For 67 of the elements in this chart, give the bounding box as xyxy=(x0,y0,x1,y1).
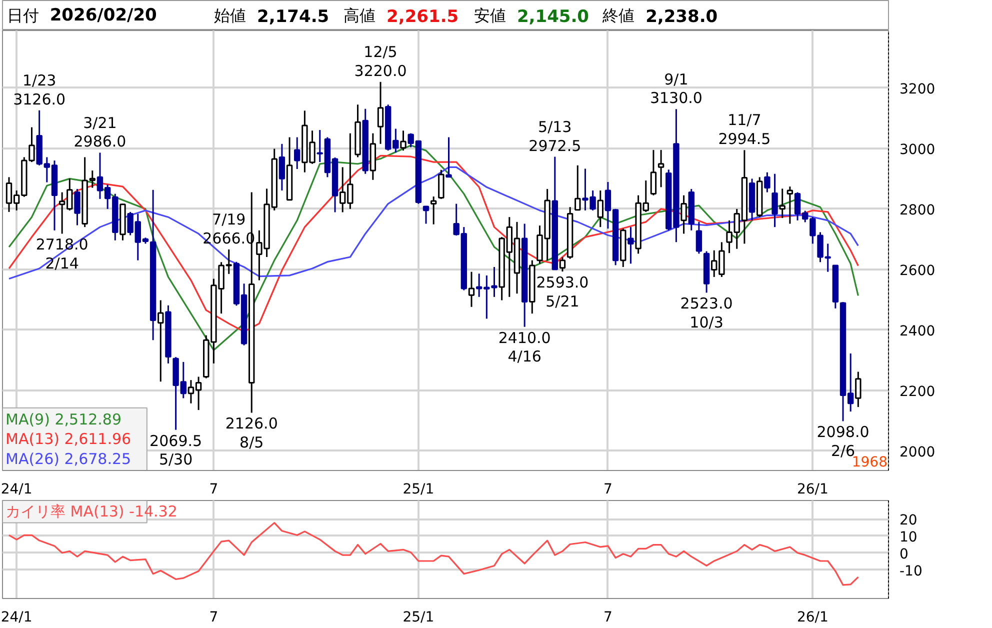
text: MA(9) 2,512.89 xyxy=(6,410,122,429)
text: 日付 2026/02/20 xyxy=(6,6,158,26)
candlestick xyxy=(158,299,164,382)
candlestick xyxy=(468,271,475,308)
text: MA(13) 2,611.96 xyxy=(6,430,132,448)
candlestick xyxy=(786,186,794,224)
y-tick-label: 20 xyxy=(900,512,918,529)
text: 安値 2,145.0 xyxy=(474,6,590,27)
candlestick xyxy=(597,190,604,228)
annotation: 1/23 3126.0 xyxy=(13,71,66,108)
x-tick-label: 24/1 xyxy=(0,482,32,498)
candlestick xyxy=(696,221,702,254)
x-tick-label: 7 xyxy=(209,610,218,626)
candlestick xyxy=(574,164,581,212)
candlestick xyxy=(628,226,634,264)
candlestick xyxy=(422,205,430,224)
candlestick xyxy=(559,256,566,272)
y-tick-label: 2400 xyxy=(900,323,936,340)
annotation: 2523.0 10/3 xyxy=(680,294,733,332)
y-tick-label: 2200 xyxy=(900,384,936,400)
candlestick xyxy=(278,143,286,192)
annotation: 2126.0 8/5 xyxy=(225,414,278,452)
candlestick xyxy=(294,136,300,170)
text: 終値 2,238.0 xyxy=(602,6,718,27)
candlestick xyxy=(855,371,862,408)
y-tick-label: 2600 xyxy=(900,262,936,279)
y-tick-label: 2000 xyxy=(900,444,936,460)
annotation: 12/5 3220.0 xyxy=(354,43,407,80)
series-label: カイリ率 MA(13) -14.32 xyxy=(6,502,178,521)
candlestick xyxy=(89,170,96,188)
y-tick-label: 0 xyxy=(900,546,908,562)
annotation: 2410.0 4/16 xyxy=(498,328,551,366)
candlestick xyxy=(779,188,786,219)
candlestick xyxy=(438,169,444,200)
text: 高値 2,261.5 xyxy=(344,6,459,27)
text: MA(26) 2,678.25 xyxy=(6,450,132,468)
candlestick xyxy=(400,130,406,152)
annotation: 2069.5 5/30 xyxy=(150,432,202,469)
annotation: 11/7 2994.5 xyxy=(718,111,771,148)
candlestick xyxy=(430,196,437,226)
x-tick-label: 7 xyxy=(209,482,218,498)
x-tick-label: 7 xyxy=(604,610,612,626)
text: 始値 2,174.5 xyxy=(214,6,330,27)
y-tick-label: -10 xyxy=(900,563,922,580)
annotation: 3/21 2986.0 xyxy=(74,114,126,151)
x-tick-label: 26/1 xyxy=(796,482,828,498)
candlestick xyxy=(650,149,657,196)
candlestick xyxy=(658,149,664,188)
annotation: 9/1 3130.0 xyxy=(650,70,702,108)
candlestick xyxy=(377,81,384,145)
y-tick-label: 3200 xyxy=(900,81,936,98)
y-tick-label: 10 xyxy=(900,529,918,546)
candlestick xyxy=(772,173,778,228)
y-tick-label: 3000 xyxy=(900,142,936,158)
candlestick xyxy=(74,188,80,226)
candlestick xyxy=(446,136,452,178)
x-tick-label: 26/1 xyxy=(796,610,828,626)
line-series xyxy=(8,522,859,586)
x-tick-label: 25/1 xyxy=(402,610,434,626)
x-tick-label: 7 xyxy=(604,482,612,498)
x-tick-label: 25/1 xyxy=(402,482,434,498)
y-tick-label: 2800 xyxy=(900,202,936,218)
x-tick-label: 24/1 xyxy=(0,610,32,626)
annotation: 5/13 2972.5 xyxy=(528,118,582,155)
annotation: 2593.0 5/21 xyxy=(536,273,589,310)
candlestick xyxy=(764,172,770,194)
candlestick xyxy=(680,194,687,234)
